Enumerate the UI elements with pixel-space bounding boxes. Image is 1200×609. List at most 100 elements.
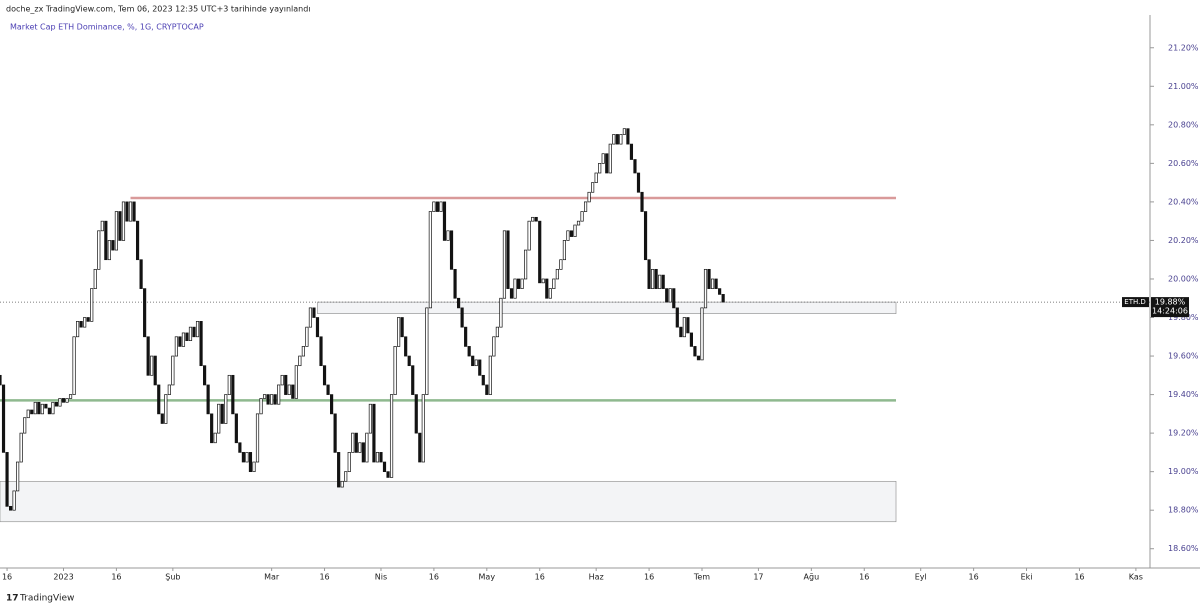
- candle-body: [703, 268, 708, 309]
- zone: [0, 480, 897, 523]
- candle-body: [389, 394, 394, 478]
- candle-body: [559, 259, 563, 270]
- candle-body: [30, 409, 34, 415]
- candle-body: [516, 278, 521, 289]
- candle-body: [598, 163, 602, 174]
- candle-body: [421, 394, 425, 463]
- candle-body: [495, 326, 499, 338]
- y-tick-label: 20.20%: [1168, 236, 1199, 245]
- candle-body: [337, 452, 341, 488]
- candle-body: [93, 268, 97, 289]
- candle-body: [661, 274, 665, 289]
- candle-body: [375, 452, 380, 463]
- candle-body: [365, 432, 369, 463]
- y-tick-label: 18.80%: [1168, 506, 1199, 515]
- x-tick-label: 16: [644, 573, 654, 582]
- candle-body: [552, 278, 556, 289]
- candle-body: [344, 471, 348, 482]
- x-tick-label: Nis: [375, 573, 387, 582]
- y-tick-label: 19.40%: [1168, 390, 1199, 399]
- logo-mark: 17: [6, 594, 19, 604]
- candle-body: [601, 153, 605, 164]
- x-tick-label: Eyl: [915, 573, 927, 582]
- candle-body: [481, 374, 485, 386]
- x-tick-label: May: [479, 573, 496, 582]
- candle-body: [442, 201, 447, 241]
- x-tick-label: 16: [319, 573, 329, 582]
- candle-body: [0, 374, 2, 386]
- candle-body: [418, 432, 422, 463]
- y-tick-label: 20.40%: [1168, 197, 1199, 206]
- candle-body: [104, 220, 108, 261]
- price: 19.88%: [1155, 298, 1186, 307]
- candle-body: [135, 220, 140, 261]
- candle-body: [474, 359, 478, 367]
- candle-body: [153, 355, 157, 386]
- candle-body: [150, 355, 154, 376]
- candle-body: [615, 134, 619, 145]
- x-tick-label: 17: [753, 573, 763, 582]
- candle-body: [305, 326, 309, 347]
- candle-body: [252, 461, 256, 473]
- candle-body: [531, 216, 535, 222]
- candle-body: [157, 384, 161, 415]
- candle-body: [262, 394, 267, 399]
- candle-body: [224, 394, 228, 424]
- y-tick-label: 19.00%: [1168, 467, 1199, 476]
- candle-body: [143, 288, 147, 338]
- candle-body: [322, 365, 327, 386]
- candle-body: [502, 230, 507, 299]
- x-tick-label: 2023: [53, 573, 73, 582]
- candle-body: [206, 384, 210, 415]
- candle-body: [640, 191, 644, 212]
- x-tick-label: 16: [429, 573, 439, 582]
- candle-body: [97, 230, 101, 270]
- candle-body: [368, 403, 372, 434]
- candle-body: [626, 128, 630, 145]
- candle-body: [139, 259, 143, 289]
- y-tick-label: 21.00%: [1168, 82, 1199, 91]
- candle-body: [393, 346, 397, 395]
- x-tick-label: 16: [859, 573, 869, 582]
- candle-body: [8, 505, 13, 511]
- candle-body: [199, 321, 203, 367]
- candle-body: [47, 407, 51, 415]
- candle-body: [643, 211, 648, 261]
- candle-body: [65, 398, 69, 403]
- candle-body: [672, 288, 676, 309]
- x-tick-label: Kas: [1129, 573, 1143, 582]
- candle-body: [51, 401, 55, 415]
- candle-body: [612, 134, 616, 145]
- candle-body: [478, 359, 482, 376]
- candle-body: [326, 384, 330, 395]
- candle-body: [710, 278, 715, 289]
- candle-body: [404, 336, 408, 357]
- candle-body: [686, 317, 690, 334]
- candle-body: [210, 413, 214, 444]
- candle-body: [372, 403, 376, 463]
- candle-body: [636, 172, 641, 193]
- candle-body: [541, 278, 545, 284]
- candle-body: [44, 403, 48, 409]
- y-tick-label: 20.00%: [1168, 274, 1199, 283]
- candle-body: [351, 432, 355, 453]
- candle-body: [160, 413, 164, 424]
- logo: 17 TradingView: [6, 594, 74, 604]
- candle-body: [534, 216, 538, 222]
- candle-body: [61, 398, 66, 403]
- candle-body: [693, 346, 697, 357]
- candle-body: [425, 307, 429, 395]
- x-tick-label: Haz: [589, 573, 604, 582]
- countdown: 14:24:06: [1152, 307, 1188, 316]
- candle-body: [128, 201, 133, 222]
- candle-body: [181, 332, 186, 347]
- candle-body: [312, 307, 316, 318]
- candle-body: [287, 384, 291, 395]
- candle-body: [520, 278, 524, 289]
- candle-body: [446, 230, 450, 241]
- candle-body: [118, 211, 122, 241]
- candle-body: [605, 153, 609, 174]
- candle-body: [580, 211, 584, 222]
- candle-body: [234, 413, 238, 444]
- candle-body: [573, 224, 577, 237]
